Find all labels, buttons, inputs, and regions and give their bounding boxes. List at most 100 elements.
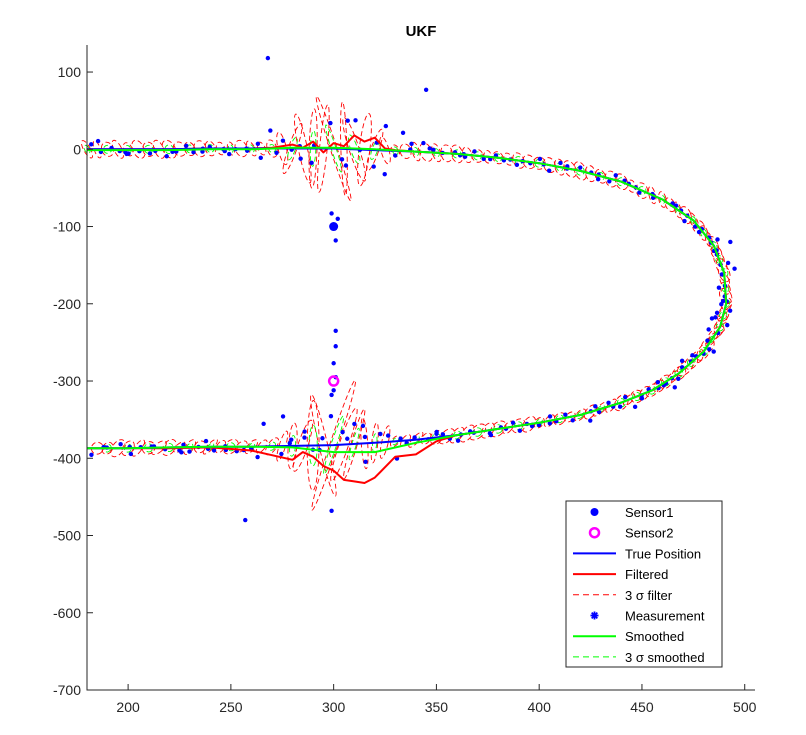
measurement-point (696, 229, 702, 235)
filter-sigma-ellipse (161, 439, 177, 456)
filter-sigma-ellipse (121, 440, 135, 457)
measurement-point (529, 423, 535, 429)
filter-sigma-ellipse (543, 414, 556, 428)
filter-sigma-ellipse (604, 170, 618, 188)
measurement-point (427, 146, 432, 151)
smoothed-sigma-ellipse (452, 149, 462, 159)
measurement-point (725, 322, 730, 328)
measurement-point (353, 118, 358, 123)
measurement-point (412, 435, 417, 440)
measurement-point (280, 138, 286, 143)
measurement-point (382, 171, 387, 177)
measurement-point (187, 449, 192, 454)
smoothed-sigma-ellipse (661, 377, 671, 387)
y-tick-label: -400 (53, 450, 81, 466)
legend-label: Sensor2 (625, 526, 673, 541)
measurement-point (265, 55, 271, 61)
measurement-point (728, 239, 733, 245)
measurement-point (181, 442, 186, 447)
measurement-point (280, 414, 286, 419)
measurement-point (713, 315, 718, 320)
measurement-point (274, 150, 279, 156)
filter-sigma-ellipse (450, 144, 464, 164)
measurement-point (547, 414, 553, 419)
measurement-point (517, 428, 523, 433)
filter-sigma-ellipse (80, 140, 94, 159)
measurement-point (421, 140, 426, 146)
measurement-point (558, 160, 563, 166)
filter-sigma-ellipse (366, 128, 384, 172)
measurement-point (339, 157, 345, 162)
measurement-point (343, 163, 349, 168)
measurement-point (302, 435, 307, 440)
x-tick-label: 500 (733, 699, 757, 715)
measurement-point (268, 128, 273, 133)
measurement-point (203, 438, 209, 444)
measurement-point (191, 150, 196, 155)
legend-sensor1-symbol (590, 508, 599, 516)
measurement-points-layer (89, 55, 737, 523)
measurement-point (596, 409, 602, 415)
measurement-point (472, 149, 477, 154)
y-tick-label: -200 (53, 296, 81, 312)
sensor-markers-layer (327, 222, 340, 387)
x-tick-label: 350 (425, 699, 449, 715)
filter-sigma-ellipse (173, 441, 186, 454)
smoothed-sigma-ellipse (164, 144, 174, 155)
filter-sigma-ellipse (390, 435, 401, 448)
measurement-point (258, 155, 263, 160)
measurement-point (514, 162, 520, 167)
filter-sigma-ellipse (151, 440, 167, 455)
measurement-point (89, 452, 94, 457)
trajectory-lines-layer (87, 134, 728, 484)
filter-sigma-ellipse (111, 139, 124, 159)
legend: Sensor1 Sensor2 True Position Filtered 3 σ f… (565, 500, 723, 668)
filter-sigma-ellipse (90, 441, 104, 455)
axes-layer: 200 250 300 350 400 450 500 100 0 -100 -200 -300 -40… (53, 45, 757, 715)
y-tick-label: 0 (73, 141, 81, 157)
measurement-point (607, 179, 612, 184)
filter-sigma-ellipse (330, 407, 358, 482)
measurement-point (481, 156, 486, 162)
filter-sigma-ellipse (684, 355, 699, 370)
measurement-point (345, 118, 350, 123)
filter-sigma-ellipse (152, 139, 166, 159)
measurement-point (184, 143, 189, 148)
measurement-point (570, 418, 575, 423)
filter-sigma-ellipse (532, 156, 546, 170)
filter-sigma-ellipse (554, 158, 566, 176)
measurement-point (261, 421, 266, 426)
measurement-point (333, 328, 338, 334)
measurement-point (302, 429, 307, 434)
filter-sigma-ellipse (244, 439, 259, 455)
smoothed-line (87, 146, 728, 454)
measurement-point (255, 141, 261, 146)
measurement-point (692, 224, 698, 229)
smoothed-sigma-ellipse (659, 195, 666, 204)
measurement-point (287, 440, 293, 446)
legend-sensor2-symbol (588, 526, 601, 539)
legend-label: True Position (625, 546, 701, 561)
filter-sigma-ellipse (468, 423, 487, 441)
filter-sigma-ellipse (658, 374, 673, 389)
measurement-point (164, 154, 169, 159)
filter-sigma-ellipse (292, 419, 313, 472)
measurement-point (732, 266, 737, 271)
measurement-point (383, 123, 389, 129)
measurement-point (340, 429, 345, 435)
legend-label: 3 σ filter (625, 588, 673, 603)
measurement-point (329, 392, 334, 398)
measurement-point (623, 394, 628, 400)
measurement-point (546, 168, 552, 173)
sensor1-marker (329, 222, 339, 232)
measurement-point (727, 308, 733, 313)
filter-sigma-ellipse (183, 439, 197, 455)
smoothed-sigma-ellipse (616, 398, 626, 408)
filter-sigma-ellipse (492, 151, 504, 165)
measurement-point (227, 151, 232, 157)
filter-sigma-ellipse (483, 150, 493, 164)
measurement-point (298, 156, 303, 161)
measurement-point (362, 434, 368, 440)
filter-sigma-ellipse (311, 379, 356, 511)
measurement-point (124, 151, 129, 157)
